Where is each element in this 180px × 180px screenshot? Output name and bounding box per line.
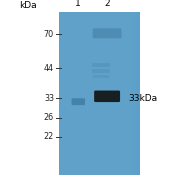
Text: 44: 44 <box>44 64 54 73</box>
Bar <box>59 12 116 175</box>
Bar <box>59 12 68 175</box>
Bar <box>59 12 128 175</box>
Bar <box>59 12 88 175</box>
Bar <box>59 12 104 175</box>
Bar <box>59 12 96 175</box>
Text: 33: 33 <box>44 94 54 103</box>
Bar <box>59 12 124 175</box>
Text: 22: 22 <box>44 132 54 141</box>
Bar <box>59 12 140 175</box>
Bar <box>59 12 72 175</box>
Bar <box>59 12 112 175</box>
Text: 1: 1 <box>75 0 81 8</box>
Bar <box>59 12 76 175</box>
Bar <box>59 12 120 175</box>
FancyBboxPatch shape <box>94 91 120 102</box>
Text: 33kDa: 33kDa <box>129 94 158 103</box>
Bar <box>93 75 109 78</box>
Bar <box>59 12 84 175</box>
FancyBboxPatch shape <box>72 98 85 105</box>
Text: 70: 70 <box>44 30 54 39</box>
Text: kDa: kDa <box>19 1 37 10</box>
Bar <box>92 69 110 73</box>
Bar <box>59 12 108 175</box>
Bar <box>59 12 80 175</box>
Bar <box>59 12 64 175</box>
FancyBboxPatch shape <box>93 28 122 38</box>
Bar <box>92 63 110 67</box>
Bar <box>59 12 132 175</box>
Bar <box>59 12 140 175</box>
Text: 26: 26 <box>44 113 54 122</box>
Text: 2: 2 <box>104 0 110 8</box>
Bar <box>59 12 136 175</box>
Bar <box>59 12 92 175</box>
Bar <box>59 12 100 175</box>
